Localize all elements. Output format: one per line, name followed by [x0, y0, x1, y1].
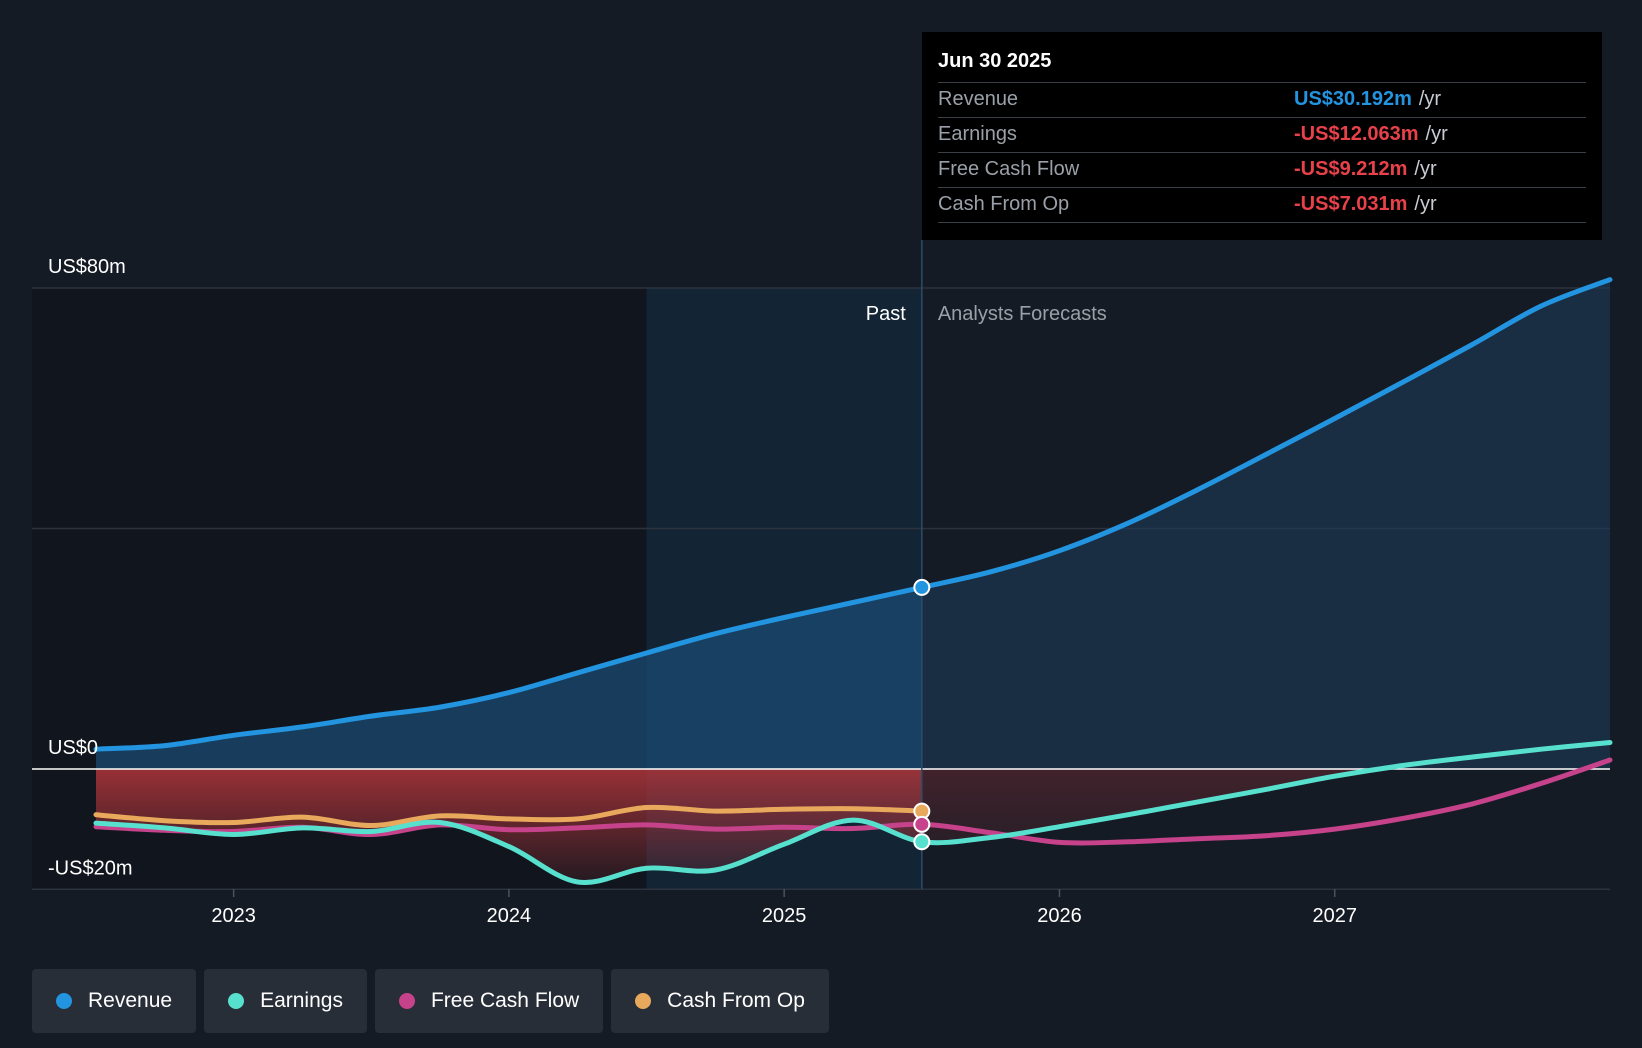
- tooltip-unit: /yr: [1414, 193, 1437, 215]
- area-fills: [96, 279, 1610, 883]
- x-axis-ticks: 2023 2024 2025 2026 2027: [211, 889, 1357, 927]
- revenue-area-past: [96, 587, 922, 769]
- legend-item-revenue[interactable]: Revenue: [32, 969, 197, 1033]
- free-cash-flow-dot-icon: [398, 993, 415, 1009]
- tooltip-value: -US$12.063m: [1294, 123, 1419, 145]
- series-lines: [93, 277, 1613, 886]
- x-tick-label: 2026: [1037, 905, 1082, 927]
- revenue-dot-icon: [56, 993, 72, 1009]
- revenue-area-forecast: [921, 279, 1610, 769]
- tooltip-unit: /yr: [1418, 88, 1442, 110]
- tooltip-value: -US$9.212m: [1294, 158, 1408, 180]
- legend-label: Cash From Op: [667, 989, 805, 1012]
- revenue-line: [93, 277, 1613, 752]
- earnings-dot-icon: [228, 993, 245, 1009]
- cash-from-op-line: [93, 804, 925, 829]
- tooltip-date: Jun 30 2025: [938, 46, 1586, 83]
- tooltip-value: -US$7.031m: [1294, 193, 1408, 215]
- tooltip-label: Revenue: [938, 88, 1019, 110]
- revenue-marker: [913, 578, 931, 596]
- y-tick-label: US$0: [48, 737, 98, 759]
- tooltip-unit: /yr: [1425, 123, 1448, 145]
- tooltip-label: Free Cash Flow: [938, 158, 1080, 180]
- tooltip-row-earnings: Earnings -US$12.063m /yr: [938, 118, 1586, 153]
- forecast-label: Analysts Forecasts: [938, 303, 1107, 325]
- y-tick-label: US$80m: [48, 256, 126, 278]
- past-label: Past: [866, 303, 906, 325]
- tooltip-value: US$30.192m: [1294, 88, 1412, 110]
- cash-from-op-dot-icon: [635, 993, 652, 1009]
- legend-label: Earnings: [260, 989, 343, 1012]
- tooltip: Jun 30 2025 Revenue US$30.192m /yr Earni…: [922, 32, 1602, 240]
- earnings-marker: [913, 833, 931, 851]
- legend-item-earnings[interactable]: Earnings: [204, 969, 367, 1033]
- y-axis-ticks: US$80m US$0 -US$20m: [48, 256, 132, 879]
- legend-label: Free Cash Flow: [430, 989, 580, 1012]
- x-tick-label: 2023: [211, 905, 256, 927]
- tooltip-row-free-cash-flow: Free Cash Flow -US$9.212m /yr: [938, 153, 1586, 188]
- legend-item-free-cash-flow[interactable]: Free Cash Flow: [374, 969, 604, 1033]
- legend-item-cash-from-op[interactable]: Cash From Op: [611, 969, 829, 1033]
- earnings-line: [93, 740, 1613, 886]
- series-markers: [913, 578, 931, 851]
- y-tick-label: -US$20m: [48, 857, 132, 879]
- tooltip-label: Cash From Op: [938, 193, 1070, 215]
- earnings-negative-area-past: [96, 769, 922, 883]
- x-tick-label: 2025: [762, 905, 807, 927]
- legend-label: Revenue: [88, 989, 173, 1012]
- tooltip-row-revenue: Revenue US$30.192m /yr: [938, 83, 1586, 118]
- tooltip-label: Earnings: [938, 123, 1017, 145]
- x-tick-label: 2024: [487, 905, 532, 927]
- x-tick-label: 2027: [1312, 905, 1357, 927]
- legend: Revenue Earnings Free Cash Flow Cash Fro…: [32, 969, 829, 1033]
- earnings-negative-area-forecast: [921, 768, 1610, 843]
- tooltip-row-cash-from-op: Cash From Op -US$7.031m /yr: [938, 188, 1586, 223]
- free-cash-flow-marker: [913, 815, 931, 833]
- tooltip-unit: /yr: [1414, 158, 1437, 180]
